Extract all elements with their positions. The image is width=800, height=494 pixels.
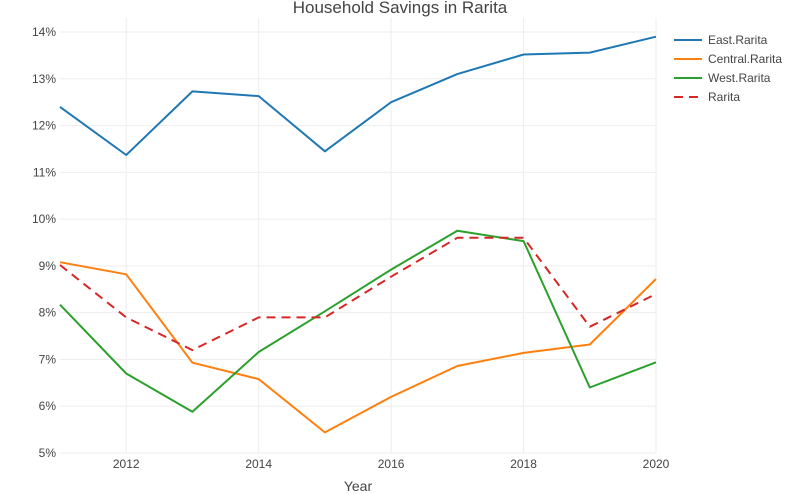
x-tick-label: 2018 — [510, 457, 537, 471]
legend-item[interactable]: Rarita — [674, 90, 740, 104]
series-line-east-rarita — [59, 35, 657, 156]
y-tick-label: 9% — [39, 259, 57, 273]
legend-item[interactable]: West.Rarita — [674, 71, 771, 85]
legend-item[interactable]: Central.Rarita — [674, 52, 782, 66]
legend-label: Central.Rarita — [708, 52, 782, 66]
y-tick-label: 5% — [39, 446, 57, 460]
x-axis-ticks: 2012 2014 2016 2018 2020 — [113, 457, 670, 471]
y-tick-label: 6% — [39, 399, 57, 413]
x-axis-title: Year — [344, 478, 373, 494]
y-tick-label: 12% — [32, 119, 56, 133]
x-tick-label: 2014 — [245, 457, 272, 471]
y-tick-label: 13% — [32, 72, 56, 86]
x-tick-label: 2012 — [113, 457, 140, 471]
y-tick-label: 8% — [39, 306, 57, 320]
x-tick-label: 2020 — [643, 457, 670, 471]
y-tick-label: 14% — [32, 25, 56, 39]
series-line-west-rarita — [59, 229, 657, 413]
legend[interactable]: East.Rarita Central.Rarita West.Rarita Rari… — [674, 33, 782, 104]
series-lines — [59, 35, 657, 434]
y-tick-label: 10% — [32, 212, 56, 226]
y-axis-ticks: 5% 6% 7% 8% 9% 10% 11% 12% 13% 14% — [32, 25, 56, 460]
y-tick-label: 7% — [39, 352, 57, 366]
x-tick-label: 2016 — [378, 457, 405, 471]
chart-title: Household Savings in Rarita — [293, 0, 508, 17]
legend-item[interactable]: East.Rarita — [674, 33, 768, 47]
series-line-rarita — [59, 236, 657, 352]
y-tick-label: 11% — [33, 165, 56, 179]
legend-label: West.Rarita — [708, 71, 771, 85]
legend-label: East.Rarita — [708, 33, 768, 47]
legend-label: Rarita — [708, 90, 740, 104]
grid — [60, 18, 657, 454]
series-line-central-rarita — [59, 261, 657, 434]
